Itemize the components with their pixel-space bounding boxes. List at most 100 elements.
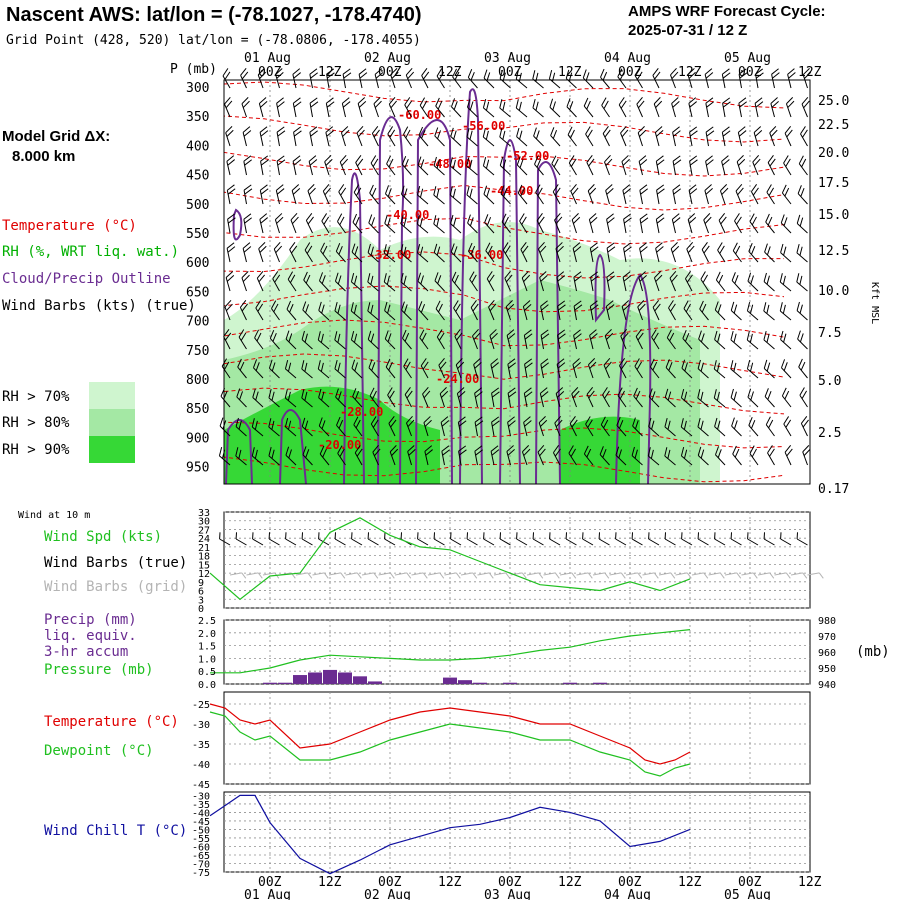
wind-barb	[637, 126, 647, 147]
date-tick-top: 03 Aug	[484, 51, 531, 66]
precip-label: Precip (mm)	[44, 612, 137, 628]
wind-barb-true	[697, 532, 709, 546]
pressure-tick: 450	[186, 169, 209, 184]
wind-barb	[780, 359, 792, 379]
precip-tick: 1.0	[198, 654, 216, 665]
wind-barb	[242, 126, 252, 147]
wind-barb	[466, 128, 478, 147]
wind-barb	[226, 242, 236, 263]
wind-barb	[355, 155, 364, 176]
wind-barb	[499, 99, 511, 118]
height-tick: 20.0	[818, 146, 849, 161]
height-tick-labels: 25.0 22.5 20.0 17.5 15.0 12.5 10.0 7.5 5.0 2.5 0.1…	[818, 94, 849, 497]
time-tick-bottom: 00Z	[378, 875, 402, 890]
time-tick-top: 00Z	[498, 65, 522, 80]
wind-barb-true	[219, 532, 231, 546]
wind-barb	[258, 242, 267, 263]
wind-barb	[325, 97, 335, 118]
wind-barb	[334, 302, 346, 321]
wind-barb	[703, 213, 712, 234]
wind-barb	[700, 271, 709, 292]
wind-barb	[664, 418, 676, 437]
wind-barb	[441, 445, 450, 466]
wind-barb	[516, 156, 528, 176]
wind-barb	[403, 126, 412, 147]
wind-barb	[259, 126, 269, 147]
wind-barb	[386, 155, 396, 176]
height-tick: 22.5	[818, 118, 849, 133]
wind-chill-tick: -35	[192, 800, 210, 811]
wind-speed-tick: 27	[198, 525, 210, 536]
wind-barb	[704, 68, 714, 89]
legend-rh70-swatch	[89, 382, 135, 409]
wind-barb	[252, 388, 264, 408]
temperature-contour-label: -20.00	[318, 438, 361, 452]
wind-barb	[566, 98, 577, 118]
wind-barb	[552, 184, 561, 205]
wind-barb	[350, 302, 363, 321]
wind-barb	[750, 184, 759, 205]
wind-barb-grid	[295, 572, 313, 579]
wind-barb	[400, 185, 412, 205]
legend-rh70-label: RH > 70%	[2, 389, 70, 405]
wind-barb	[715, 271, 726, 292]
wind-10m-label: Wind at 10 m	[18, 510, 91, 521]
wind-barb	[506, 445, 515, 466]
wind-barb	[602, 126, 611, 147]
bottom-time-axis: 00Z 12Z 00Z 12Z 00Z 12Z 00Z 12Z 00Z 12Z 01 Aug 02 A…	[244, 875, 822, 900]
wind-barb	[309, 68, 318, 89]
wind-barb	[770, 97, 779, 118]
wind-barb	[416, 244, 429, 263]
wind-barb	[615, 446, 627, 466]
wind-barb	[222, 68, 231, 89]
wind-barb	[550, 127, 561, 147]
wind-barb	[589, 329, 598, 350]
wind-barb-true	[351, 532, 363, 546]
wind-barb	[620, 125, 629, 147]
wind-barb	[342, 68, 352, 89]
wind-barb	[587, 358, 597, 379]
wind-barb	[507, 358, 516, 379]
wind-barb-grid	[543, 572, 560, 579]
temperature-contour	[223, 285, 785, 313]
wind-barb	[718, 212, 727, 234]
wind-barb	[589, 242, 599, 263]
wind-barb	[554, 212, 563, 234]
precip-bar	[263, 682, 277, 684]
date-tick-top: 04 Aug	[604, 51, 651, 66]
wind-barb	[284, 360, 297, 379]
wind-barb	[632, 417, 643, 437]
time-tick-top: 12Z	[318, 65, 342, 80]
wind-barb	[672, 184, 681, 205]
wind-chill-label: Wind Chill T (°C)	[44, 823, 188, 839]
pressure-tick: 350	[186, 110, 209, 125]
wind-barb	[383, 244, 396, 263]
wind-barb	[500, 185, 511, 205]
wind-barb	[238, 329, 247, 350]
wind-barb	[318, 301, 330, 321]
wind-barb	[286, 300, 297, 321]
wind-barb	[699, 300, 709, 321]
precip-bar	[593, 682, 607, 684]
wind-barb	[449, 157, 462, 176]
wind-barb	[697, 418, 709, 437]
wind-barb	[255, 300, 264, 321]
precip-tick: 0.0	[198, 680, 216, 691]
pressure-axis-title: P (mb)	[170, 62, 217, 77]
precip-bar	[368, 681, 382, 684]
wind-barb	[713, 360, 726, 379]
temperature-contour-label: -60.00	[398, 108, 441, 122]
wind-barb-true	[417, 532, 429, 546]
wind-barb	[732, 242, 742, 263]
wind-barb	[436, 329, 445, 350]
legend-temperature: Temperature (°C)	[2, 218, 137, 234]
wind-barb	[602, 387, 610, 408]
wind-barb-grid	[658, 572, 676, 579]
wind-barb	[237, 358, 247, 379]
wind-barb	[783, 155, 792, 176]
pressure-tick: 400	[186, 139, 209, 154]
wind-barb-grid	[642, 572, 659, 579]
wind-barb	[585, 416, 594, 437]
wind-barb	[730, 360, 742, 379]
precip-tick: 2.0	[198, 629, 216, 640]
